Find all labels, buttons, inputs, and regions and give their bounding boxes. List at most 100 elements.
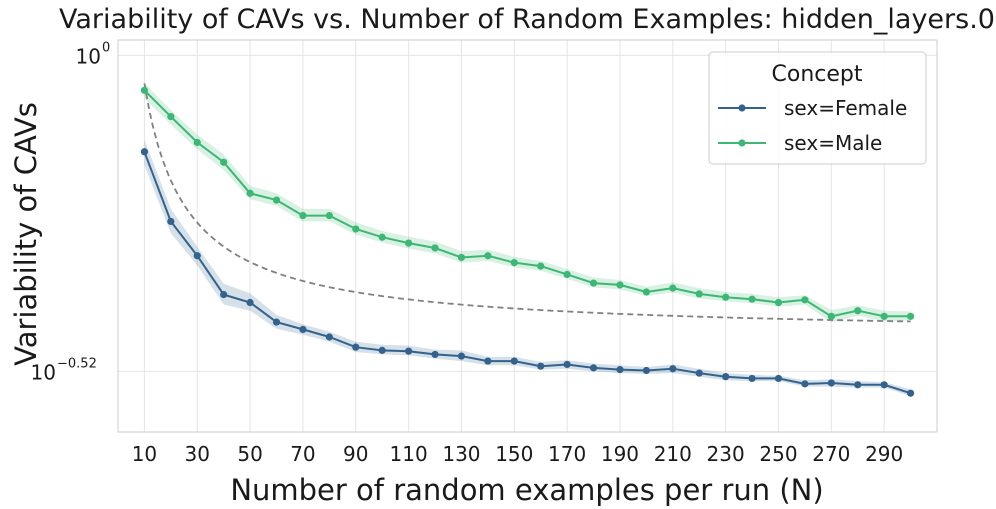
data-point <box>167 217 175 226</box>
data-point <box>510 357 518 365</box>
y-axis-ticks: 10 010 −0.52 <box>31 40 111 384</box>
data-point <box>774 374 783 383</box>
x-axis-ticks: 10 30 50 70 90 110 130 150 170 190 210 230 250 270 290 <box>132 442 904 466</box>
data-point <box>167 112 175 121</box>
data-point <box>220 290 228 299</box>
y-tick-base: 10 <box>31 360 56 384</box>
x-tick-label: 10 <box>132 442 157 466</box>
x-tick-label: 290 <box>865 442 903 466</box>
y-tick-base: 10 <box>76 44 101 68</box>
x-tick-label: 90 <box>343 442 368 466</box>
data-point <box>405 239 413 247</box>
series-line <box>143 89 911 318</box>
legend-title: Concept <box>772 62 863 87</box>
data-point <box>484 252 492 260</box>
data-point <box>352 225 360 233</box>
data-point <box>299 211 307 220</box>
x-tick-label: 250 <box>759 442 797 466</box>
data-point <box>589 279 598 287</box>
data-point <box>748 295 756 303</box>
x-tick-label: 210 <box>654 442 692 466</box>
data-point <box>299 325 307 334</box>
y-tick-label: 10 −0.52 <box>31 356 97 384</box>
data-point <box>854 307 862 315</box>
data-point <box>722 373 730 381</box>
data-point <box>246 298 254 307</box>
data-point <box>378 346 386 354</box>
data-point <box>563 360 571 369</box>
data-point <box>827 379 835 387</box>
legend-label: sex=Female <box>784 96 907 120</box>
data-point <box>325 211 333 220</box>
legend-box <box>708 51 927 165</box>
data-point <box>140 148 149 156</box>
data-point <box>616 366 624 374</box>
legend-label: sex=Male <box>784 131 882 155</box>
legend-marker <box>738 104 746 112</box>
data-point <box>457 253 466 262</box>
data-point <box>537 262 545 270</box>
reference-curve-line <box>143 83 911 323</box>
data-point <box>325 333 333 341</box>
x-tick-label: 230 <box>707 442 745 466</box>
x-tick-label: 170 <box>548 442 586 466</box>
data-point <box>272 196 281 204</box>
data-point <box>589 364 598 372</box>
data-point <box>774 298 783 307</box>
data-point <box>537 362 545 370</box>
x-tick-label: 70 <box>290 442 315 466</box>
data-point <box>827 312 835 320</box>
data-point <box>854 381 862 389</box>
data-point <box>880 381 888 389</box>
data-point <box>220 158 228 166</box>
y-tick-exponent: −0.52 <box>57 356 97 371</box>
data-point <box>642 288 650 296</box>
y-tick-label: 10 0 <box>76 40 111 68</box>
data-point <box>272 318 281 326</box>
data-point <box>193 138 201 147</box>
x-axis-label: Number of random examples per run (N) <box>230 473 823 507</box>
x-tick-label: 150 <box>495 442 533 466</box>
data-point <box>880 312 888 320</box>
x-tick-label: 110 <box>390 442 428 466</box>
series-lines <box>143 89 911 395</box>
x-tick-label: 190 <box>601 442 639 466</box>
y-axis-label: Variability of CAVs <box>9 102 43 366</box>
data-point <box>616 281 624 289</box>
chart-title: Variability of CAVs vs. Number of Random… <box>59 4 995 35</box>
data-point <box>642 366 650 375</box>
data-point <box>906 312 915 320</box>
data-point <box>722 293 730 301</box>
data-point <box>801 380 809 388</box>
data-point <box>193 252 201 260</box>
data-point <box>378 233 386 241</box>
data-point <box>906 389 915 397</box>
data-point <box>510 259 518 267</box>
data-point <box>669 284 677 292</box>
data-point <box>801 296 809 304</box>
legend: Concept sex=Female sex=Male <box>708 51 927 165</box>
data-point <box>140 86 149 94</box>
data-point <box>695 369 703 377</box>
data-point <box>695 290 703 298</box>
plot-area-border <box>117 39 938 433</box>
x-tick-label: 30 <box>185 442 210 466</box>
data-point <box>748 374 756 383</box>
data-point <box>484 357 492 365</box>
x-tick-label: 130 <box>442 442 480 466</box>
data-point <box>405 347 413 355</box>
x-tick-label: 270 <box>812 442 850 466</box>
data-point <box>457 352 466 360</box>
series-line <box>143 151 911 395</box>
x-tick-label: 50 <box>237 442 262 466</box>
data-point <box>669 365 677 373</box>
data-point <box>246 189 254 197</box>
data-point <box>352 343 360 351</box>
legend-items: sex=Female sex=Male <box>718 96 907 155</box>
data-point <box>431 350 439 359</box>
legend-marker <box>738 139 746 147</box>
data-point <box>431 244 439 252</box>
y-tick-exponent: 0 <box>102 40 110 55</box>
reference-curve <box>143 83 911 323</box>
